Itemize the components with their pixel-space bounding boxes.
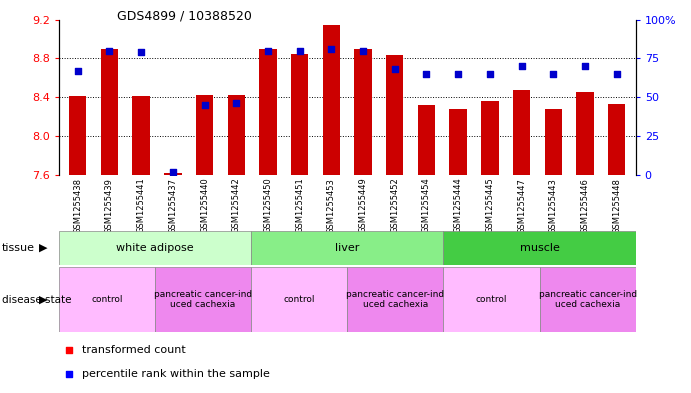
Bar — [481, 101, 499, 175]
Text: disease state: disease state — [2, 295, 72, 305]
Bar — [196, 95, 214, 175]
Text: ▶: ▶ — [39, 243, 47, 253]
Point — [73, 68, 84, 74]
Text: transformed count: transformed count — [82, 345, 186, 355]
Point — [326, 46, 337, 52]
Bar — [251, 231, 444, 265]
Text: percentile rank within the sample: percentile rank within the sample — [82, 369, 269, 379]
Bar — [444, 231, 636, 265]
Bar — [155, 267, 251, 332]
Text: control: control — [475, 295, 507, 304]
Text: muscle: muscle — [520, 243, 560, 253]
Point — [516, 63, 527, 69]
Bar — [251, 267, 347, 332]
Point — [199, 102, 210, 108]
Text: white adipose: white adipose — [116, 243, 193, 253]
Point — [104, 48, 115, 54]
Bar — [608, 104, 625, 175]
Point — [580, 63, 591, 69]
Point — [548, 71, 559, 77]
Bar — [545, 109, 562, 175]
Text: GDS4899 / 10388520: GDS4899 / 10388520 — [117, 10, 252, 23]
Text: ▶: ▶ — [39, 295, 47, 305]
Bar — [133, 96, 150, 175]
Text: pancreatic cancer-ind
uced cachexia: pancreatic cancer-ind uced cachexia — [346, 290, 444, 309]
Point — [64, 347, 75, 353]
Bar — [347, 267, 444, 332]
Point — [389, 66, 400, 72]
Text: pancreatic cancer-ind
uced cachexia: pancreatic cancer-ind uced cachexia — [154, 290, 252, 309]
Point — [484, 71, 495, 77]
Bar — [513, 90, 530, 175]
Text: control: control — [283, 295, 315, 304]
Bar — [386, 55, 404, 175]
Text: liver: liver — [335, 243, 359, 253]
Point — [611, 71, 622, 77]
Point — [64, 371, 75, 377]
Point — [135, 49, 146, 55]
Bar — [59, 231, 251, 265]
Bar — [540, 267, 636, 332]
Point — [263, 48, 274, 54]
Point — [357, 48, 368, 54]
Point — [453, 71, 464, 77]
Bar — [59, 267, 155, 332]
Bar — [227, 95, 245, 175]
Bar — [576, 92, 594, 175]
Bar — [449, 109, 467, 175]
Point — [294, 48, 305, 54]
Bar — [418, 105, 435, 175]
Bar — [69, 96, 86, 175]
Bar — [164, 173, 182, 175]
Bar — [354, 49, 372, 175]
Bar — [291, 53, 308, 175]
Text: control: control — [91, 295, 122, 304]
Text: pancreatic cancer-ind
uced cachexia: pancreatic cancer-ind uced cachexia — [538, 290, 636, 309]
Text: tissue: tissue — [2, 243, 35, 253]
Point — [231, 100, 242, 107]
Point — [421, 71, 432, 77]
Bar — [323, 24, 340, 175]
Bar — [444, 267, 540, 332]
Bar — [259, 49, 276, 175]
Point — [167, 169, 178, 175]
Bar — [101, 49, 118, 175]
